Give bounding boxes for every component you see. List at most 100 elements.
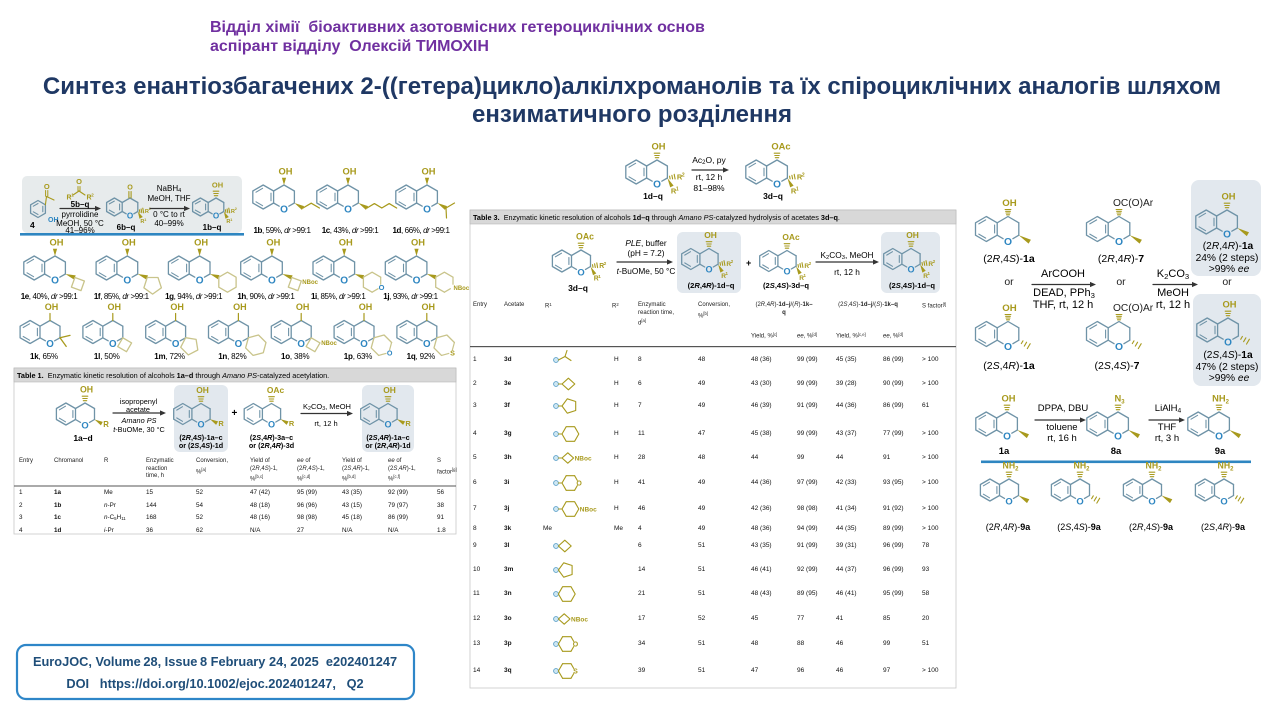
svg-text:NBoc: NBoc: [575, 455, 592, 462]
svg-text:O: O: [340, 276, 348, 287]
svg-text:R: R: [804, 263, 809, 270]
svg-text:OH: OH: [279, 167, 293, 177]
svg-text:2: 2: [802, 173, 805, 179]
svg-text:NH2: NH2: [1146, 461, 1163, 473]
svg-text:OAc: OAc: [576, 232, 594, 242]
svg-text:OH: OH: [122, 238, 136, 248]
svg-text:OH: OH: [233, 302, 247, 312]
svg-text:O: O: [1076, 495, 1083, 506]
svg-text:O: O: [1215, 432, 1223, 443]
svg-text:OAc: OAc: [771, 142, 790, 152]
svg-text:2: 2: [682, 173, 685, 179]
svg-text:OH: OH: [1002, 394, 1016, 404]
svg-text:OC(O)Ar: OC(O)Ar: [1113, 303, 1154, 314]
svg-text:O: O: [344, 205, 352, 216]
svg-text:OH: OH: [170, 302, 184, 312]
svg-text:OH: OH: [194, 238, 208, 248]
svg-text:NH2: NH2: [1218, 461, 1235, 473]
svg-text:O: O: [1005, 495, 1012, 506]
svg-text:NBoc: NBoc: [302, 280, 318, 286]
svg-text:O: O: [196, 276, 204, 287]
svg-text:O: O: [423, 205, 431, 216]
svg-text:1: 1: [71, 193, 74, 198]
svg-text:OH: OH: [50, 238, 64, 248]
svg-text:OH: OH: [339, 238, 353, 248]
svg-text:R: R: [226, 219, 230, 225]
svg-text:R: R: [405, 419, 411, 428]
svg-text:OH: OH: [48, 217, 59, 224]
svg-text:R: R: [599, 263, 604, 270]
svg-text:O: O: [235, 339, 243, 350]
svg-text:O: O: [576, 480, 582, 487]
svg-text:OH: OH: [196, 385, 209, 395]
svg-text:NBoc: NBoc: [580, 506, 597, 513]
svg-text:O: O: [384, 420, 391, 430]
svg-text:1: 1: [726, 271, 729, 276]
svg-text:2: 2: [91, 193, 94, 198]
svg-text:R: R: [791, 187, 797, 196]
svg-text:OH: OH: [383, 385, 396, 395]
svg-text:O: O: [773, 180, 781, 191]
svg-text:NBoc: NBoc: [454, 286, 470, 292]
svg-text:O: O: [297, 339, 305, 350]
svg-text:OAc: OAc: [267, 385, 285, 395]
svg-text:1: 1: [676, 187, 679, 193]
svg-text:OH: OH: [108, 302, 122, 312]
svg-text:OH: OH: [80, 385, 93, 395]
svg-text:OH: OH: [422, 302, 436, 312]
svg-text:R: R: [671, 187, 677, 196]
svg-text:R: R: [726, 261, 731, 268]
svg-text:OH: OH: [266, 238, 280, 248]
svg-text:O: O: [51, 276, 59, 287]
svg-text:OH: OH: [704, 230, 717, 240]
svg-text:NBoc: NBoc: [571, 616, 588, 623]
svg-text:O: O: [1114, 432, 1122, 443]
svg-text:1: 1: [230, 218, 232, 222]
svg-text:NH2: NH2: [1074, 461, 1091, 473]
svg-text:R: R: [289, 419, 295, 428]
svg-text:O: O: [783, 267, 790, 277]
svg-text:O: O: [907, 265, 914, 275]
svg-text:OC(O)Ar: OC(O)Ar: [1113, 198, 1154, 209]
svg-text:O: O: [46, 339, 54, 350]
svg-text:OH: OH: [212, 181, 223, 190]
svg-text:O: O: [360, 339, 368, 350]
svg-text:R: R: [797, 173, 803, 182]
svg-text:OH: OH: [422, 167, 436, 177]
svg-text:NBoc: NBoc: [321, 341, 337, 347]
svg-text:OH: OH: [906, 230, 919, 240]
svg-text:OH: OH: [359, 302, 373, 312]
svg-text:S: S: [573, 668, 578, 675]
svg-text:O: O: [44, 182, 50, 191]
svg-text:OAc: OAc: [782, 232, 800, 242]
svg-text:R: R: [799, 275, 804, 282]
svg-text:R: R: [218, 419, 224, 428]
svg-text:O: O: [1224, 338, 1232, 349]
svg-text:OH: OH: [1222, 192, 1236, 202]
svg-text:O: O: [123, 276, 131, 287]
svg-text:O: O: [1115, 237, 1123, 248]
svg-text:2: 2: [235, 207, 237, 211]
svg-text:R: R: [231, 209, 235, 215]
svg-text:O: O: [197, 420, 204, 430]
svg-text:S: S: [450, 350, 455, 358]
svg-text:R: R: [677, 173, 683, 182]
svg-text:O: O: [127, 212, 134, 221]
svg-text:OH: OH: [1002, 198, 1016, 209]
svg-text:N3: N3: [1114, 394, 1125, 406]
svg-text:O: O: [268, 276, 276, 287]
svg-text:R: R: [145, 209, 149, 215]
svg-text:O: O: [76, 177, 82, 186]
svg-text:O: O: [81, 419, 88, 430]
svg-text:1: 1: [598, 274, 601, 279]
svg-text:NH2: NH2: [1003, 461, 1020, 473]
svg-text:2: 2: [809, 261, 812, 266]
svg-text:OH: OH: [45, 302, 59, 312]
svg-text:O: O: [1220, 495, 1227, 506]
svg-text:R: R: [66, 195, 71, 202]
svg-text:1: 1: [144, 218, 146, 222]
svg-text:O: O: [1003, 432, 1011, 443]
svg-text:2: 2: [604, 261, 607, 266]
svg-text:OH: OH: [1223, 300, 1237, 310]
svg-text:OH: OH: [343, 167, 357, 177]
